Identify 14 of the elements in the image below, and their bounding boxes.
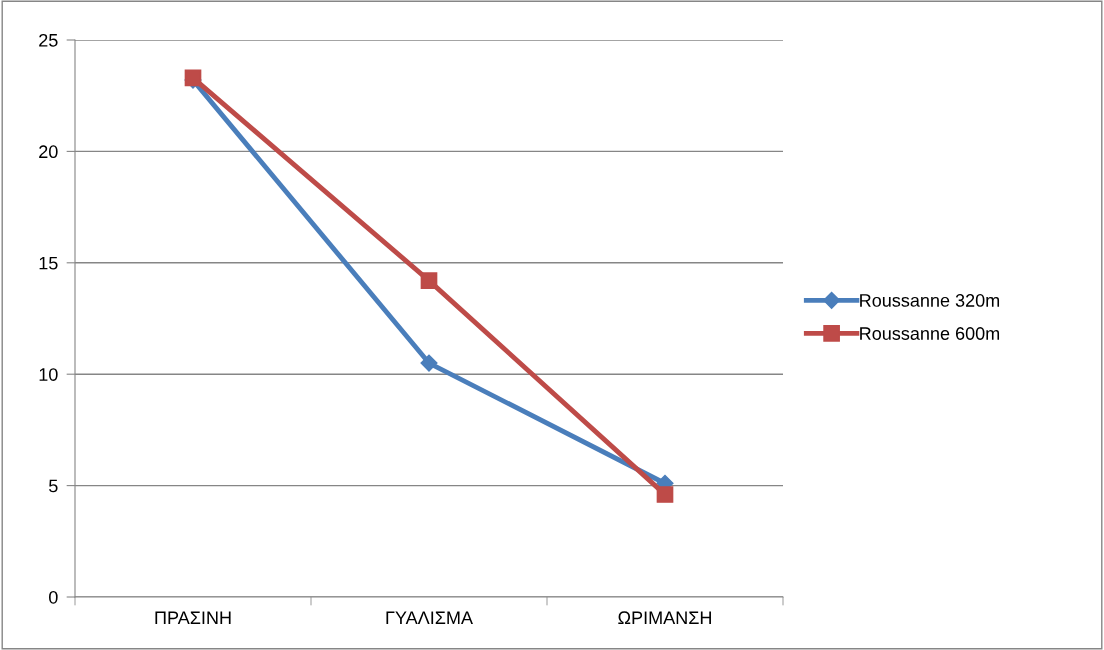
point <box>656 486 674 503</box>
point <box>420 272 438 289</box>
legend-label: Roussanne 320m <box>860 294 1000 307</box>
y-tick-label: 0 <box>49 590 58 604</box>
y-tick-label: 5 <box>49 479 58 493</box>
x-tick-label: ΓΥΑΛΙΣΜΑ <box>386 611 473 624</box>
y-tick-label: 15 <box>39 256 58 270</box>
point <box>420 354 438 372</box>
y-tick-label: 25 <box>39 33 58 47</box>
x-tick-label: ΩΡΙΜΑΝΣΗ <box>618 611 711 624</box>
y-tick-label: 20 <box>39 145 58 159</box>
x-tick-label: ΠΡΑΣΙΝΗ <box>155 611 231 624</box>
legend-label: Roussanne 600m <box>860 327 1000 340</box>
y-tick-label: 10 <box>39 368 58 381</box>
